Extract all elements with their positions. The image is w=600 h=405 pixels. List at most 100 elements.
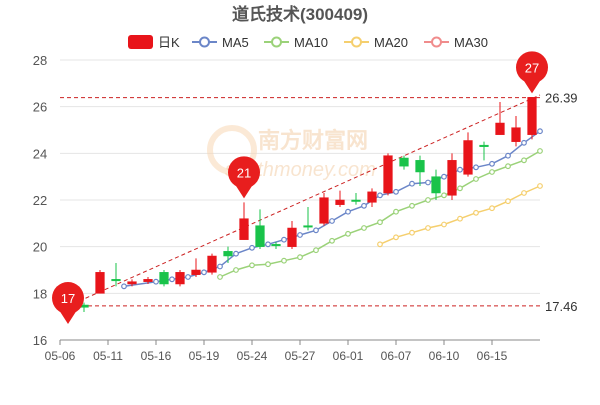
- candle-05-27: [303, 207, 313, 231]
- candle-body: [319, 197, 329, 224]
- ma10-point: [313, 247, 319, 254]
- watermark-url: southmoney.com: [225, 159, 376, 181]
- candle-body: [335, 199, 345, 205]
- ma10-point: [233, 267, 239, 273]
- candle-body: [111, 279, 121, 282]
- ma10-point: [441, 192, 447, 199]
- legend-label-ma20: MA20: [374, 35, 408, 50]
- x-tick-label: 05-06: [45, 349, 76, 363]
- ma5-point: [361, 202, 367, 209]
- candle-body: [207, 255, 217, 273]
- ma5-point: [457, 166, 463, 173]
- ma10-point: [505, 163, 511, 170]
- legend-dot-ma5: [199, 36, 210, 48]
- ma10-point: [489, 169, 495, 175]
- candle-body: [367, 191, 377, 203]
- ma5-point: [537, 128, 543, 135]
- candle-06-08: [415, 155, 425, 186]
- ma10-point: [281, 257, 287, 264]
- marker-label: 17: [61, 291, 75, 306]
- x-tick-label: 05-16: [141, 349, 172, 363]
- ma20-point: [377, 241, 383, 248]
- candle-body: [223, 251, 233, 257]
- ref-line-label: 17.46: [545, 299, 578, 314]
- marker-pin-tail: [59, 310, 77, 324]
- ma20-point: [409, 229, 415, 236]
- legend-dot-ma20: [351, 36, 362, 48]
- ma5-point: [409, 180, 415, 187]
- ma20-line: [379, 185, 541, 245]
- ma10-point: [473, 176, 479, 182]
- ma10-point: [297, 254, 303, 261]
- ma5-point: [441, 173, 447, 180]
- ma5-point: [393, 188, 399, 195]
- x-tick-label: 06-15: [477, 349, 508, 363]
- ma20-point: [521, 190, 527, 196]
- candle-body: [143, 279, 153, 282]
- candle-body: [479, 144, 489, 147]
- ma5-point: [329, 218, 335, 224]
- candle-06-10: [447, 153, 457, 200]
- ma10-point: [265, 261, 271, 268]
- candle-05-30: [319, 193, 329, 226]
- ma5-point: [345, 208, 351, 215]
- ma5-point: [297, 232, 303, 238]
- legend-item-ma10: MA10: [264, 35, 328, 50]
- x-tick-label: 06-10: [429, 349, 460, 363]
- candle-05-11: [111, 263, 121, 287]
- y-tick-label: 16: [33, 333, 47, 348]
- marker-pin-tail: [235, 184, 253, 199]
- ma5-point: [521, 139, 527, 146]
- ma10-point: [377, 219, 383, 226]
- candle-body: [271, 244, 281, 247]
- ma10-point: [345, 230, 351, 237]
- candle-05-12: [127, 279, 137, 287]
- ma10-point: [329, 237, 335, 244]
- x-tick-label: 05-24: [237, 349, 268, 363]
- candle-05-26: [287, 221, 297, 249]
- candle-body: [159, 272, 169, 285]
- candle-body: [255, 225, 265, 247]
- chart-legend: 日K MA5 MA10 MA20 MA30: [128, 35, 488, 50]
- candle-05-13: [143, 277, 153, 284]
- legend-item-k: 日K: [128, 35, 180, 50]
- marker-label: 27: [525, 60, 539, 75]
- ma5-point: [233, 250, 239, 257]
- y-tick-label: 28: [33, 53, 47, 68]
- candle-05-10: [95, 270, 105, 294]
- ma10-point: [521, 157, 527, 164]
- y-tick-label: 26: [33, 100, 47, 115]
- candle-06-09: [431, 169, 441, 200]
- y-tick-label: 18: [33, 286, 47, 301]
- candle-body: [191, 269, 201, 275]
- candle-body: [447, 160, 457, 196]
- y-tick-label: 20: [33, 240, 47, 255]
- marker-pin-head: [516, 51, 548, 84]
- marker-pin-head: [228, 156, 260, 189]
- ma5-point: [313, 227, 319, 234]
- ma10-point: [457, 185, 463, 192]
- ma5-point: [265, 241, 271, 248]
- marker-label: 21: [237, 165, 251, 180]
- candle-05-24: [255, 209, 265, 249]
- legend-item-ma20: MA20: [344, 35, 408, 50]
- reference-lines: 26.39 17.46: [59, 91, 578, 314]
- legend-label-ma10: MA10: [294, 35, 328, 50]
- candle-06-01: [351, 193, 361, 205]
- ma10-point: [409, 202, 415, 209]
- candle-body: [495, 122, 505, 135]
- ma5-point: [489, 160, 495, 167]
- candle-05-18: [191, 258, 201, 277]
- ma20-point: [537, 183, 543, 189]
- candle-06-15: [495, 102, 505, 135]
- y-tick-label: 22: [33, 193, 47, 208]
- candle-body: [431, 176, 441, 194]
- ma20-point: [473, 209, 479, 216]
- candle-06-14: [479, 141, 489, 161]
- candle-05-31: [335, 190, 345, 207]
- y-tick-label: 24: [33, 146, 47, 161]
- x-tick-label: 06-01: [333, 349, 364, 363]
- candle-06-02: [367, 188, 377, 207]
- price-markers: 17 21 27: [52, 51, 548, 324]
